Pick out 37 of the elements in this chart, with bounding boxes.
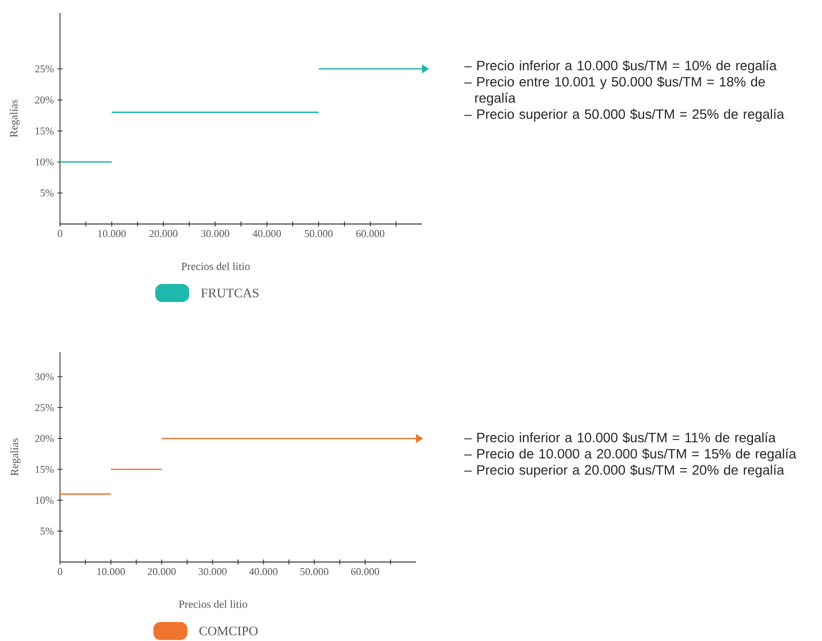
x-tick-label: 40.000	[249, 568, 278, 576]
x-tick-label: 60.000	[351, 568, 380, 576]
x-tick-label: 50.000	[304, 230, 333, 238]
y-tick-label: 10%	[36, 158, 54, 166]
y-axis-title: Regalías	[10, 100, 20, 138]
legend-label: FRUTCAS	[201, 288, 258, 298]
text: – Precio superior a 50.000 $us/TM = 25% de regalía	[464, 108, 784, 122]
y-tick-label: 5%	[40, 189, 54, 197]
x-tick-label: 20.000	[148, 568, 176, 576]
text: – Precio de 10.000 a 20.000 $us/TM = 15% de regalía	[464, 448, 796, 462]
x-tick-label: 60.000	[356, 230, 384, 238]
x-axis-title: Precios del litio	[181, 262, 250, 270]
x-tick-label: 50.000	[300, 568, 328, 576]
x-tick-label: 0	[58, 230, 62, 238]
y-tick-label: 20%	[35, 96, 54, 104]
y-tick-label: 30%	[35, 373, 54, 380]
x-tick-label: 10.000	[97, 568, 125, 576]
legend-label: COMCIPO	[199, 626, 258, 636]
y-tick-label: 5%	[40, 528, 54, 535]
y-tick-label: 25%	[35, 404, 54, 412]
x-tick-label: 30.000	[201, 230, 230, 238]
x-tick-label: 20.000	[149, 230, 178, 238]
x-axis-title: Precios del litio	[178, 600, 248, 608]
x-tick-label: 10.000	[98, 230, 126, 238]
y-axis-title: Regalías	[10, 438, 21, 476]
text: – Precio entre 10.001 y 50.000 $us/TM = 18% de regalía	[464, 76, 765, 106]
x-tick-label: 0	[58, 568, 62, 576]
text: – Precio inferior a 10.000 $us/TM = 11% de regalía	[464, 432, 776, 446]
y-tick-label: 25%	[35, 65, 54, 72]
x-tick-label: 40.000	[252, 230, 281, 238]
y-tick-label: 10%	[36, 496, 54, 504]
y-tick-label: 15%	[36, 127, 54, 134]
y-tick-label: 15%	[36, 466, 54, 473]
text: – Precio superior a 20.000 $us/TM = 20% de regalía	[464, 464, 784, 478]
y-tick-label: 20%	[35, 434, 54, 442]
x-tick-label: 30.000	[198, 568, 227, 576]
text: – Precio inferior a 10.000 $us/TM = 10% de regalía	[464, 60, 777, 74]
